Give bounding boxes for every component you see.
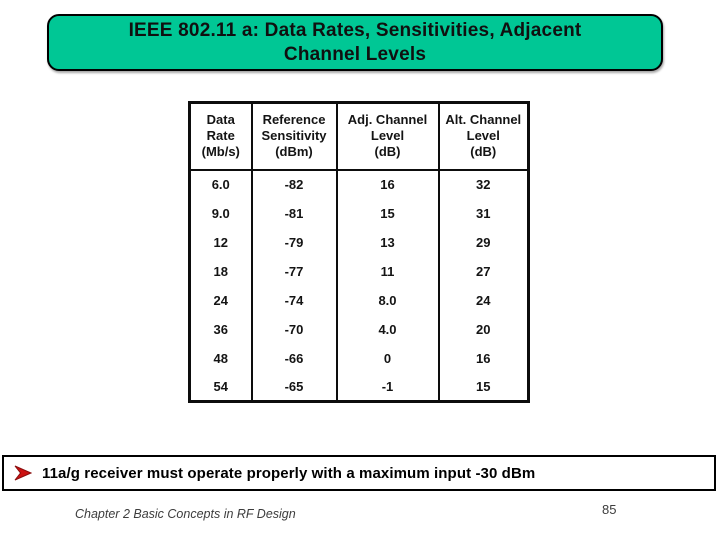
table-cell: -70 xyxy=(250,314,337,344)
slide-title-line-1: IEEE 802.11 a: Data Rates, Sensitivities… xyxy=(128,19,582,41)
table-row: 54 -65 -1 15 xyxy=(190,372,529,402)
table-cell: 4.0 xyxy=(335,314,439,344)
table-cell: 9.0 xyxy=(211,205,230,221)
table-cell: 18 xyxy=(213,263,228,279)
table-row: 48 -66 0 16 xyxy=(190,343,529,373)
table-cell: -74 xyxy=(250,285,337,315)
table-row: 12 -79 13 29 xyxy=(190,227,529,257)
table-cell: 24 xyxy=(437,285,529,315)
table-cell: -81 xyxy=(250,198,337,228)
table-cell: 27 xyxy=(437,256,529,286)
table-header-row: Data Rate (Mb/s) Reference Sensitivity (… xyxy=(189,102,529,171)
table-row: 36 -70 4.0 20 xyxy=(190,314,529,344)
footer-chapter-label: Chapter 2 Basic Concepts in RF Design xyxy=(75,507,296,521)
table-cell: 16 xyxy=(335,169,439,199)
data-rates-table: Data Rate (Mb/s) Reference Sensitivity (… xyxy=(188,101,530,403)
table-cell: 12 xyxy=(213,234,228,250)
column-header-reference-sensitivity: Reference Sensitivity (dBm) xyxy=(250,102,337,171)
arrow-right-bullet-icon xyxy=(14,465,32,481)
bullet-text: 11a/g receiver must operate properly wit… xyxy=(42,464,536,482)
slide-title-line-2: Channel Levels xyxy=(283,43,427,65)
bullet-statement-box: 11a/g receiver must operate properly wit… xyxy=(2,455,716,491)
table-row: 18 -77 11 27 xyxy=(190,256,529,286)
column-header-data-rate: Data Rate (Mb/s) xyxy=(189,102,252,171)
table-cell: 24 xyxy=(213,292,228,308)
table-cell: 11 xyxy=(335,256,439,286)
table-row: 9.0 -81 15 31 xyxy=(190,198,529,228)
table-cell: 54 xyxy=(213,378,228,394)
column-header-alt-channel-level: Alt. Channel Level (dB) xyxy=(437,102,529,171)
table-cell: 15 xyxy=(437,372,529,402)
column-header-adj-channel-level: Adj. Channel Level (dB) xyxy=(335,102,439,171)
table-cell: 48 xyxy=(213,350,228,366)
table-row: 6.0 -82 16 32 xyxy=(190,169,529,199)
title-banner: IEEE 802.11 a: Data Rates, Sensitivities… xyxy=(47,14,663,71)
table-cell: 6.0 xyxy=(211,177,230,192)
table-cell: 31 xyxy=(437,198,529,228)
table-cell: -77 xyxy=(250,256,337,286)
table-cell: 36 xyxy=(213,321,228,337)
table-cell: 8.0 xyxy=(335,285,439,315)
table-cell: -66 xyxy=(250,343,337,373)
table-cell: -1 xyxy=(335,372,439,402)
table-cell: 20 xyxy=(437,314,529,344)
table-cell: 29 xyxy=(437,227,529,257)
table-cell: 32 xyxy=(437,169,529,199)
table-cell: 13 xyxy=(335,227,439,257)
page-number: 85 xyxy=(602,502,617,517)
table-cell: 15 xyxy=(335,198,439,228)
table-cell: -82 xyxy=(250,169,337,199)
table-cell: -65 xyxy=(250,372,337,402)
table-cell: 16 xyxy=(437,343,529,373)
table-row: 24 -74 8.0 24 xyxy=(190,285,529,315)
table-cell: -79 xyxy=(250,227,337,257)
table-cell: 0 xyxy=(335,343,439,373)
